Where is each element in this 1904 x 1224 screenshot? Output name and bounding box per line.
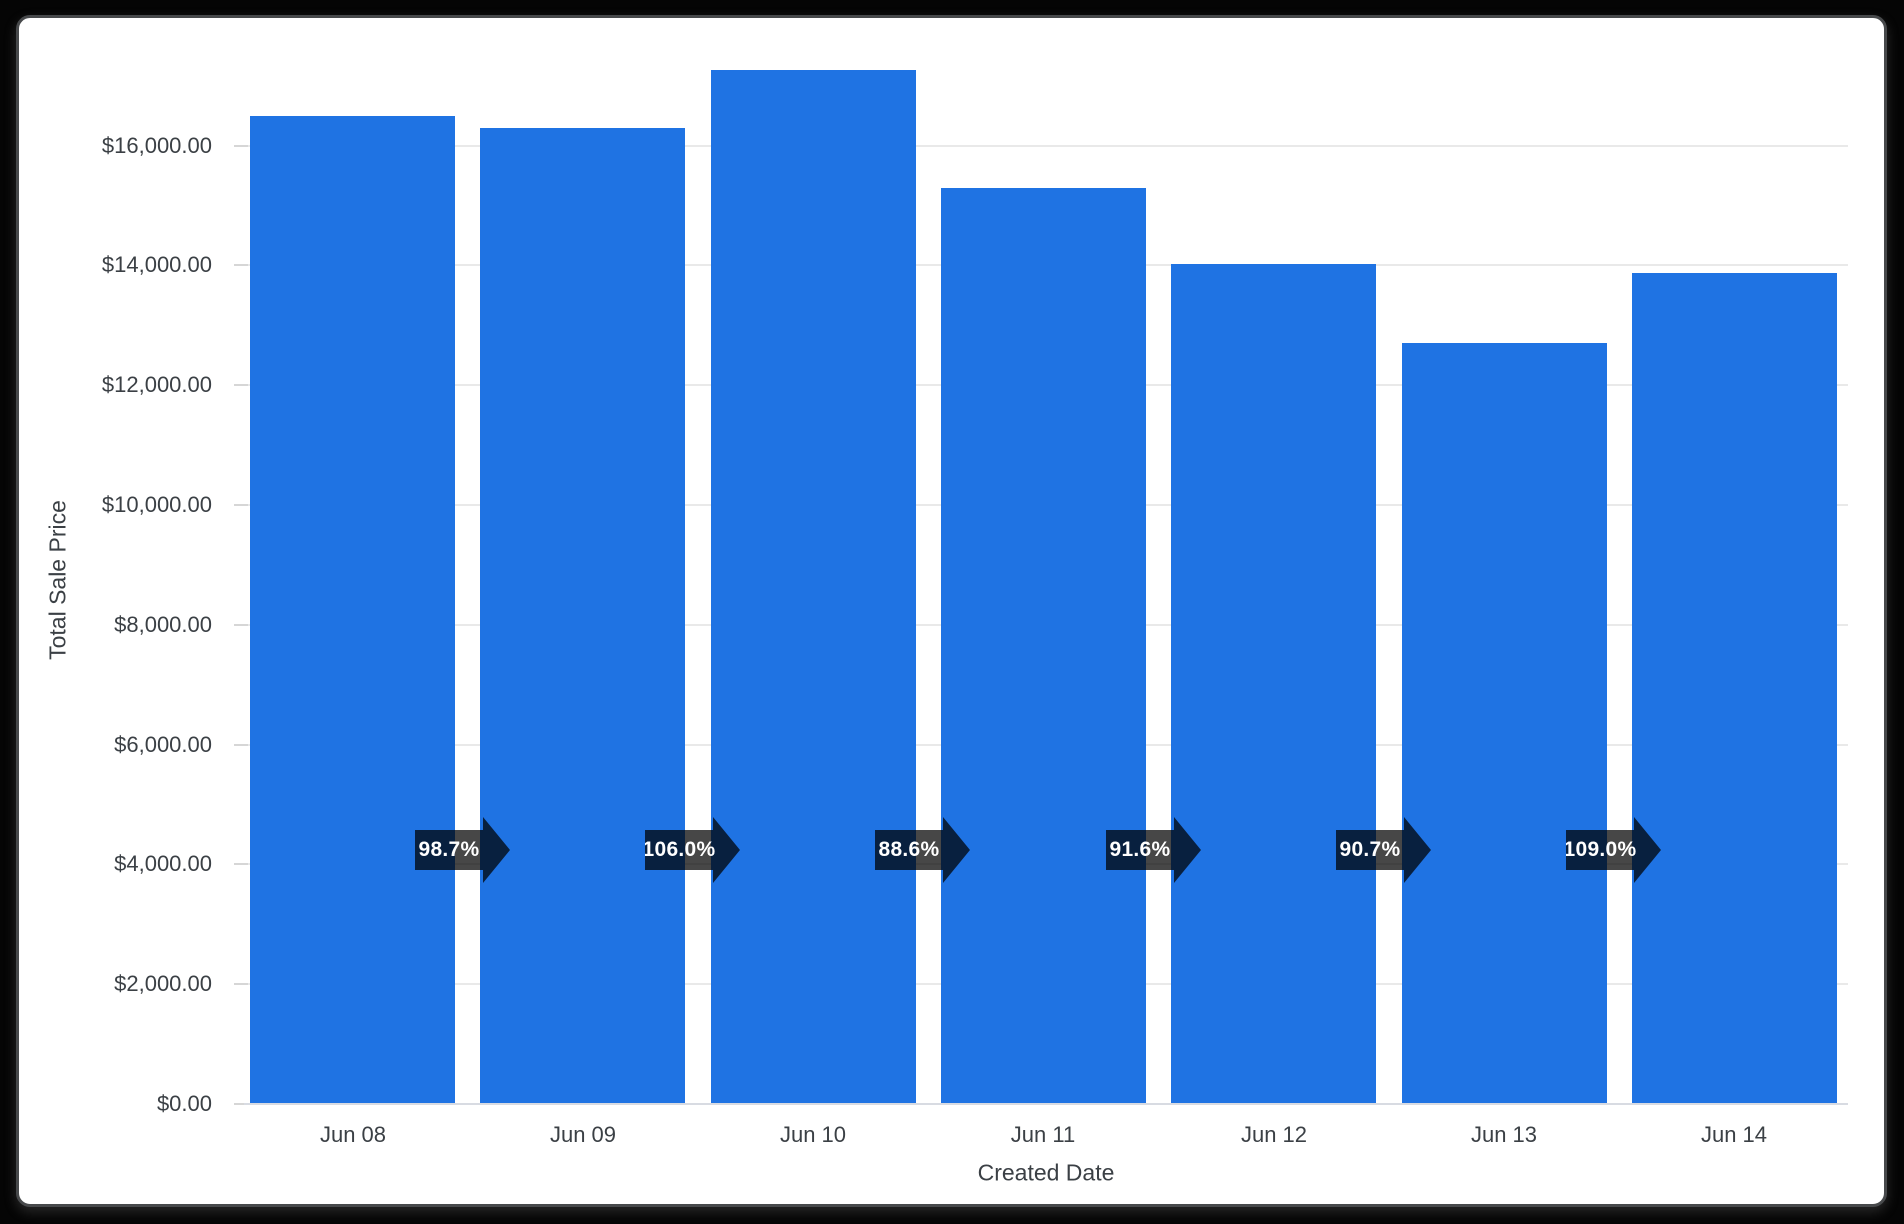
x-axis-tick-label: Jun 13: [1470, 1122, 1538, 1147]
y-axis-tick: [234, 983, 248, 986]
y-axis-tick: [234, 1103, 248, 1105]
growth-arrow-label: 106.0%: [642, 838, 716, 861]
y-axis-tick: [234, 384, 248, 387]
growth-arrow-label: 98.7%: [418, 838, 480, 861]
growth-arrow-label: 88.6%: [878, 838, 940, 861]
x-axis-tick-label: Jun 14: [1700, 1122, 1768, 1147]
growth-arrow-label: 109.0%: [1563, 838, 1637, 861]
growth-arrow-label: 90.7%: [1339, 838, 1401, 861]
y-axis-tick-label: $8,000.00: [114, 611, 212, 637]
y-axis-tick-label: $12,000.00: [101, 372, 212, 398]
x-axis-tick-label: Jun 09: [549, 1122, 617, 1147]
y-axis-tick: [234, 264, 248, 267]
y-axis-tick-label: $2,000.00: [114, 971, 212, 997]
bar-jun-11[interactable]: [941, 188, 1146, 1104]
x-axis-tick-label: Jun 08: [319, 1122, 387, 1147]
bar-jun-10[interactable]: [711, 70, 916, 1104]
x-axis-title: Created Date: [977, 1159, 1115, 1186]
y-axis-tick: [234, 863, 248, 866]
y-axis-tick-label: $14,000.00: [101, 252, 212, 278]
y-axis-tick-label: $4,000.00: [114, 851, 212, 877]
growth-arrow-label: 91.6%: [1109, 838, 1171, 861]
x-axis-tick-label: Jun 12: [1240, 1122, 1308, 1147]
bar-jun-14[interactable]: [1632, 273, 1837, 1104]
y-axis-tick-label: $16,000.00: [101, 132, 212, 158]
y-axis-tick-label: $0.00: [156, 1091, 212, 1116]
bar-jun-12[interactable]: [1171, 264, 1376, 1104]
bar-jun-08[interactable]: [250, 116, 455, 1104]
y-axis-tick: [234, 144, 248, 147]
y-axis-tick: [234, 623, 248, 626]
gridline: [244, 144, 1848, 147]
bar-jun-09[interactable]: [480, 128, 685, 1104]
x-axis-baseline: [244, 1103, 1848, 1105]
x-axis-tick-label: Jun 11: [1010, 1122, 1076, 1147]
y-axis-tick: [234, 504, 248, 506]
bar-jun-13[interactable]: [1402, 343, 1607, 1104]
y-axis-tick-label: $6,000.00: [114, 731, 212, 757]
y-axis-tick-label: $10,000.00: [101, 492, 212, 517]
y-axis-tick: [234, 743, 248, 746]
x-axis-tick-label: Jun 10: [779, 1122, 847, 1147]
